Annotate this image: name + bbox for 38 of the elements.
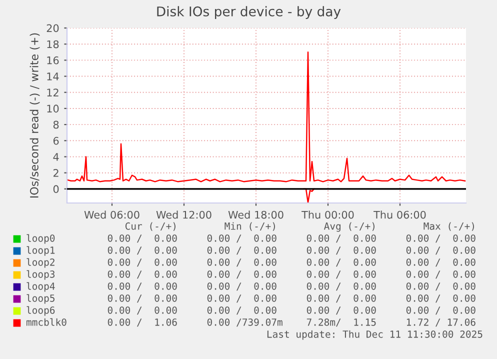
legend-label: loop0: [26, 234, 55, 244]
x-tick-label: Thu 00:00: [302, 210, 354, 219]
text: Last update: Thu Dec 11 11:30:00 2025: [267, 330, 482, 340]
text: 0.00 / 0.00 0.00 / 0.00 0.00 / 0.00 0.00 / 0.00: [108, 294, 476, 303]
text: 0.00 / 0.00 0.00 / 0.00 0.00 / 0.00 0.00 / 0.00: [108, 306, 476, 315]
y-tick-label: 16: [47, 56, 59, 64]
y-tick-label: 18: [47, 40, 59, 48]
text: Cur (-/+) Min (-/+) Avg (-/+) Max (-/+): [125, 222, 474, 232]
legend-label: mmcblk0: [26, 318, 66, 326]
x-tick-label: Wed 18:00: [228, 210, 284, 219]
y-tick-label: 0: [53, 185, 59, 194]
legend-label: loop6: [26, 306, 55, 316]
y-tick-label: 12: [47, 88, 58, 96]
legend-label: loop5: [26, 294, 54, 304]
text: 0.00 / 0.00 0.00 / 0.00 0.00 / 0.00 0.00 / 0.00: [108, 282, 476, 291]
y-tick-label: 4: [53, 153, 59, 161]
x-tick-label: Wed 06:00: [84, 210, 140, 219]
y-tick-label: 20: [46, 24, 59, 32]
y-tick-label: 14: [47, 72, 59, 80]
legend-label: loop2: [26, 258, 54, 268]
legend-label: loop4: [26, 282, 55, 292]
y-tick-label: 2: [53, 169, 58, 177]
text: 0.00 / 1.06 0.00 /739.07m 7.28m/ 1.15 1.72 / 17.06: [108, 318, 476, 327]
line-series: [303, 188, 315, 203]
text: 0.00 / 0.00 0.00 / 0.00 0.00 / 0.00 0.00 / 0.00: [108, 270, 476, 279]
chart-title: Disk IOs per device - by day: [157, 6, 341, 19]
legend-label: loop1: [26, 246, 55, 256]
y-tick-label: 6: [53, 136, 59, 145]
x-tick-label: Wed 12:00: [156, 210, 212, 219]
y-tick-label: 10: [47, 104, 59, 113]
line-series: [67, 52, 466, 182]
y-tick-label: 8: [53, 120, 59, 129]
text: 0.00 / 0.00 0.00 / 0.00 0.00 / 0.00 0.00 / 0.00: [108, 234, 476, 243]
text: 0.00 / 0.00 0.00 / 0.00 0.00 / 0.00 0.00 / 0.00: [108, 246, 476, 255]
y-axis-title: IOs/second read (-) / write (+): [30, 33, 40, 198]
text: 0.00 / 0.00 0.00 / 0.00 0.00 / 0.00 0.00 / 0.00: [108, 258, 476, 267]
legend-label: loop3: [26, 270, 55, 280]
x-tick-label: Thu 06:00: [374, 210, 426, 219]
